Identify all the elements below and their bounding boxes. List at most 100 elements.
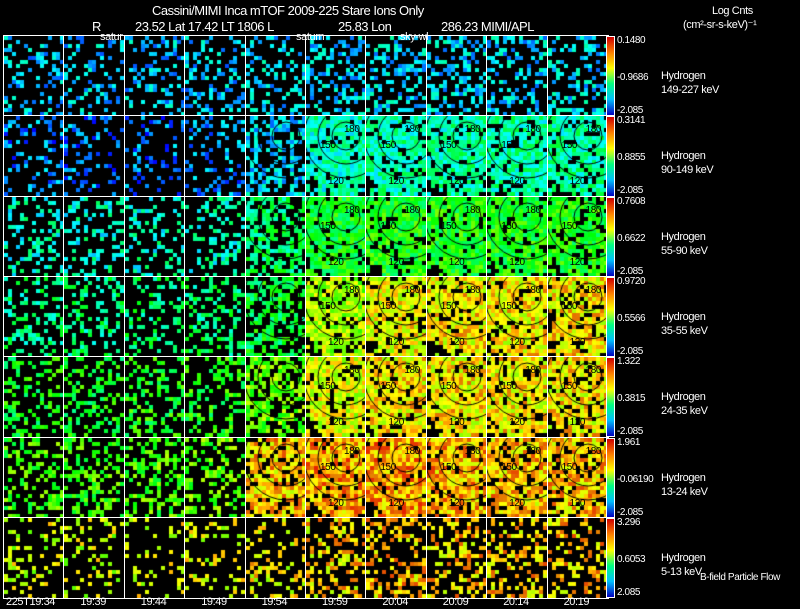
panel-pixels [245,116,306,197]
spectrogram-panel [123,436,186,519]
contour-label: 150 [440,381,457,393]
x-tick-label: 19:39 [80,596,106,608]
contour-label: 120 [448,497,465,509]
panel-pixels [306,36,366,116]
panel-pixels [426,437,487,518]
panel-pixels [64,276,125,357]
colorbar [606,196,615,277]
contour-label: 180 [525,365,541,377]
contour-label: 150 [561,300,578,312]
panel-pixels [366,437,427,518]
spectrogram-panel: 180 150 120 [546,195,609,278]
plot-title: Cassini/MIMI Inca mTOF 2009-225 Stare Io… [152,3,424,18]
panel-pixels [306,357,366,438]
spectrogram-panel: 180 150 120 [365,275,428,358]
panel-pixels [245,276,306,357]
colorbar-max: 3.296 [617,516,641,528]
spectrogram-panel [244,115,307,198]
colorbar [606,437,615,518]
spectrogram-panel: 180 150 120 [546,356,609,439]
panel-pixels [124,276,185,357]
contour-label: 120 [328,256,344,268]
colorbar-min: 2.085 [617,586,641,598]
panel-pixels [547,276,608,357]
contour-label: 180 [404,284,420,296]
panel-pixels [64,116,125,197]
spectrogram-panel [184,195,247,278]
x-tick-label: 20:19 [563,596,590,608]
overlay-label-skywl: sky-wl [400,31,429,43]
contour-label: 120 [448,256,465,268]
spectrogram-panel: 180 150 120 [365,436,428,519]
panel-pixels [547,116,608,197]
panel-pixels [185,276,246,357]
contour-label: 120 [509,497,525,509]
overlay-label-saturn: saturn [296,31,325,43]
panel-pixels [245,357,306,438]
panel-pixels [426,517,487,598]
contour-label: 180 [464,445,481,457]
species-label: Hydrogen [661,150,706,163]
panel-pixels [426,276,487,357]
spectrogram-panel: 180 150 120 [425,195,488,278]
contour-label: 120 [509,176,525,188]
species-label: Hydrogen [661,391,706,404]
spectrogram-panel [63,195,126,278]
panel-pixels [64,357,125,438]
colorbar-max: 0.1480 [617,35,646,46]
panel-pixels [547,437,608,518]
colorbar-max: 1.961 [617,436,641,448]
contour-label: 120 [569,256,586,268]
energy-label: 24-35 keV [661,405,708,418]
x-tick-label: 19:54 [261,596,288,608]
colorbar [606,357,615,438]
contour-label: 180 [585,124,602,136]
colorbar-mid: 0.8855 [617,152,646,164]
contour-label: 150 [440,300,457,312]
spectrogram-panel [123,275,186,358]
contour-label: 150 [440,220,457,232]
panel-pixels [366,36,427,116]
position-readout: 23.52 Lat 17.42 LT 1806 L [135,19,274,34]
spectrogram-panel [3,195,65,278]
contour-label: 150 [501,140,517,152]
species-label: Hydrogen [661,551,706,564]
spectrogram-panel [3,35,65,117]
spectrogram-panel [546,516,609,599]
spectrogram-panel: 180 150 120 [546,436,609,519]
contour-label: 180 [404,204,420,216]
colorbar-min: -2.085 [617,426,643,438]
energy-label: 35-55 keV [661,324,708,337]
spectrogram-panel [184,35,247,117]
contour-label: 120 [328,176,344,188]
contour-label: 180 [585,445,602,457]
spectrogram-panel: 180 150 120 [365,356,428,439]
panel-pixels [245,437,306,518]
panel-pixels [185,517,246,598]
panel-pixels [366,276,427,357]
spectrogram-panel [425,35,488,117]
panel-pixels [487,36,548,116]
panel-pixels [124,116,185,197]
colorbar-max: 0.9720 [617,275,646,287]
spectrogram-panel: 180 150 120 [365,115,428,198]
spectrogram-panel [244,436,307,519]
contour-label: 180 [344,124,360,136]
r-label: R [92,19,101,34]
panel-pixels [487,357,548,438]
panel-pixels [366,116,427,197]
panel-pixels [245,517,306,598]
panel-pixels [124,517,185,598]
spectrogram-panel [184,115,247,198]
panel-pixels [4,36,64,116]
spectrogram-panel [123,115,186,198]
spectrogram-panel: 180 150 120 [425,356,488,439]
panel-pixels [487,437,548,518]
panel-pixels [306,116,366,197]
colorbar-mid: 0.3815 [617,393,646,405]
colorbar-mid: 0.6622 [617,232,646,244]
contour-label: 120 [448,336,465,348]
colorbar-min: -2.085 [617,506,643,518]
contour-label: 150 [561,140,578,152]
contour-label: 150 [380,381,396,393]
